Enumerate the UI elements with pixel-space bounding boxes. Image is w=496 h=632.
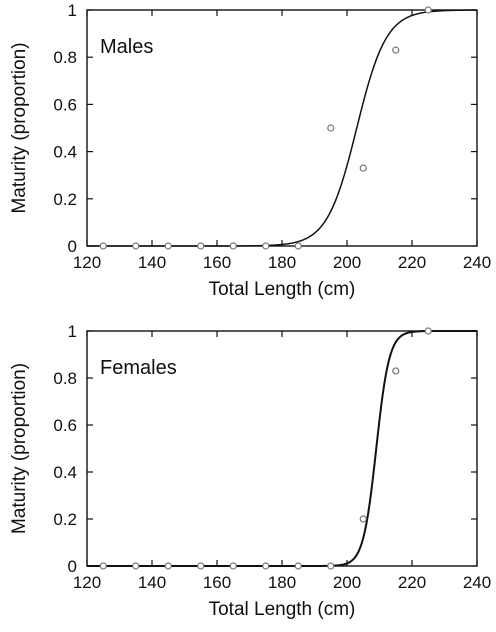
males-x-tick-label: 200 xyxy=(333,253,361,272)
males-y-axis-label: Maturity (proportion) xyxy=(9,42,30,213)
females-data-point xyxy=(392,367,400,375)
males-data-point xyxy=(294,242,302,250)
males-x-tick-label: 240 xyxy=(463,253,491,272)
females-data-point xyxy=(164,562,172,570)
females-y-tick-label: 0 xyxy=(68,557,77,576)
males-data-point xyxy=(197,242,205,250)
males-x-tick-label: 180 xyxy=(268,253,296,272)
females-data-point xyxy=(294,562,302,570)
males-data-point xyxy=(132,242,140,250)
males-panel: 120 140 160 180 200 220 240 0 0.2 0.4 0.6 0.8 1 Total… xyxy=(9,1,491,300)
females-x-tick-label: 240 xyxy=(463,573,491,592)
females-fit-curve xyxy=(87,330,477,567)
females-x-tick-label: 140 xyxy=(138,573,166,592)
males-data-point xyxy=(262,242,270,250)
females-y-axis-label: Maturity (proportion) xyxy=(9,363,30,534)
females-y-tick-label: 0.4 xyxy=(53,463,77,482)
females-data-point xyxy=(197,562,205,570)
males-y-tick-label: 0 xyxy=(68,237,77,256)
females-data-point xyxy=(132,562,140,570)
males-y-tick-label: 0.6 xyxy=(53,95,77,114)
males-data-point xyxy=(99,242,107,250)
females-x-tick-label: 220 xyxy=(398,573,426,592)
males-x-tick-label: 120 xyxy=(73,253,101,272)
males-y-tick-label: 0.2 xyxy=(53,190,77,209)
females-x-tick-label: 200 xyxy=(333,573,361,592)
females-data-point xyxy=(327,562,335,570)
females-x-tick-label: 160 xyxy=(203,573,231,592)
females-y-tick-label: 1 xyxy=(68,322,77,341)
females-panel: 120 140 160 180 200 220 240 0 0.2 0.4 0.6 0.8 1 Total… xyxy=(9,322,491,620)
males-data-point xyxy=(229,242,237,250)
males-data-point xyxy=(359,164,367,172)
males-x-tick-label: 160 xyxy=(203,253,231,272)
males-data-point xyxy=(164,242,172,250)
males-x-axis-label: Total Length (cm) xyxy=(209,279,356,300)
males-y-tick-label: 0.4 xyxy=(53,143,77,162)
males-x-tick-label: 220 xyxy=(398,253,426,272)
females-data-point xyxy=(262,562,270,570)
females-x-axis-label: Total Length (cm) xyxy=(209,599,356,620)
males-panel-label: Males xyxy=(100,36,153,58)
males-x-tick-label: 140 xyxy=(138,253,166,272)
females-data-point xyxy=(229,562,237,570)
males-data-point xyxy=(327,124,335,132)
females-y-tick-label: 0.6 xyxy=(53,416,77,435)
females-data-point xyxy=(424,327,432,335)
males-y-tick-label: 0.8 xyxy=(53,48,77,67)
males-data-point xyxy=(424,6,432,14)
females-x-tick-label: 120 xyxy=(73,573,101,592)
females-y-tick-label: 0.2 xyxy=(53,510,77,529)
males-y-tick-label: 1 xyxy=(68,1,77,20)
females-data-point xyxy=(99,562,107,570)
females-x-tick-label: 180 xyxy=(268,573,296,592)
males-fit-curve xyxy=(87,9,478,247)
females-panel-label: Females xyxy=(100,357,177,379)
males-data-point xyxy=(392,46,400,54)
females-data-point xyxy=(359,515,367,523)
females-y-tick-label: 0.8 xyxy=(53,369,77,388)
